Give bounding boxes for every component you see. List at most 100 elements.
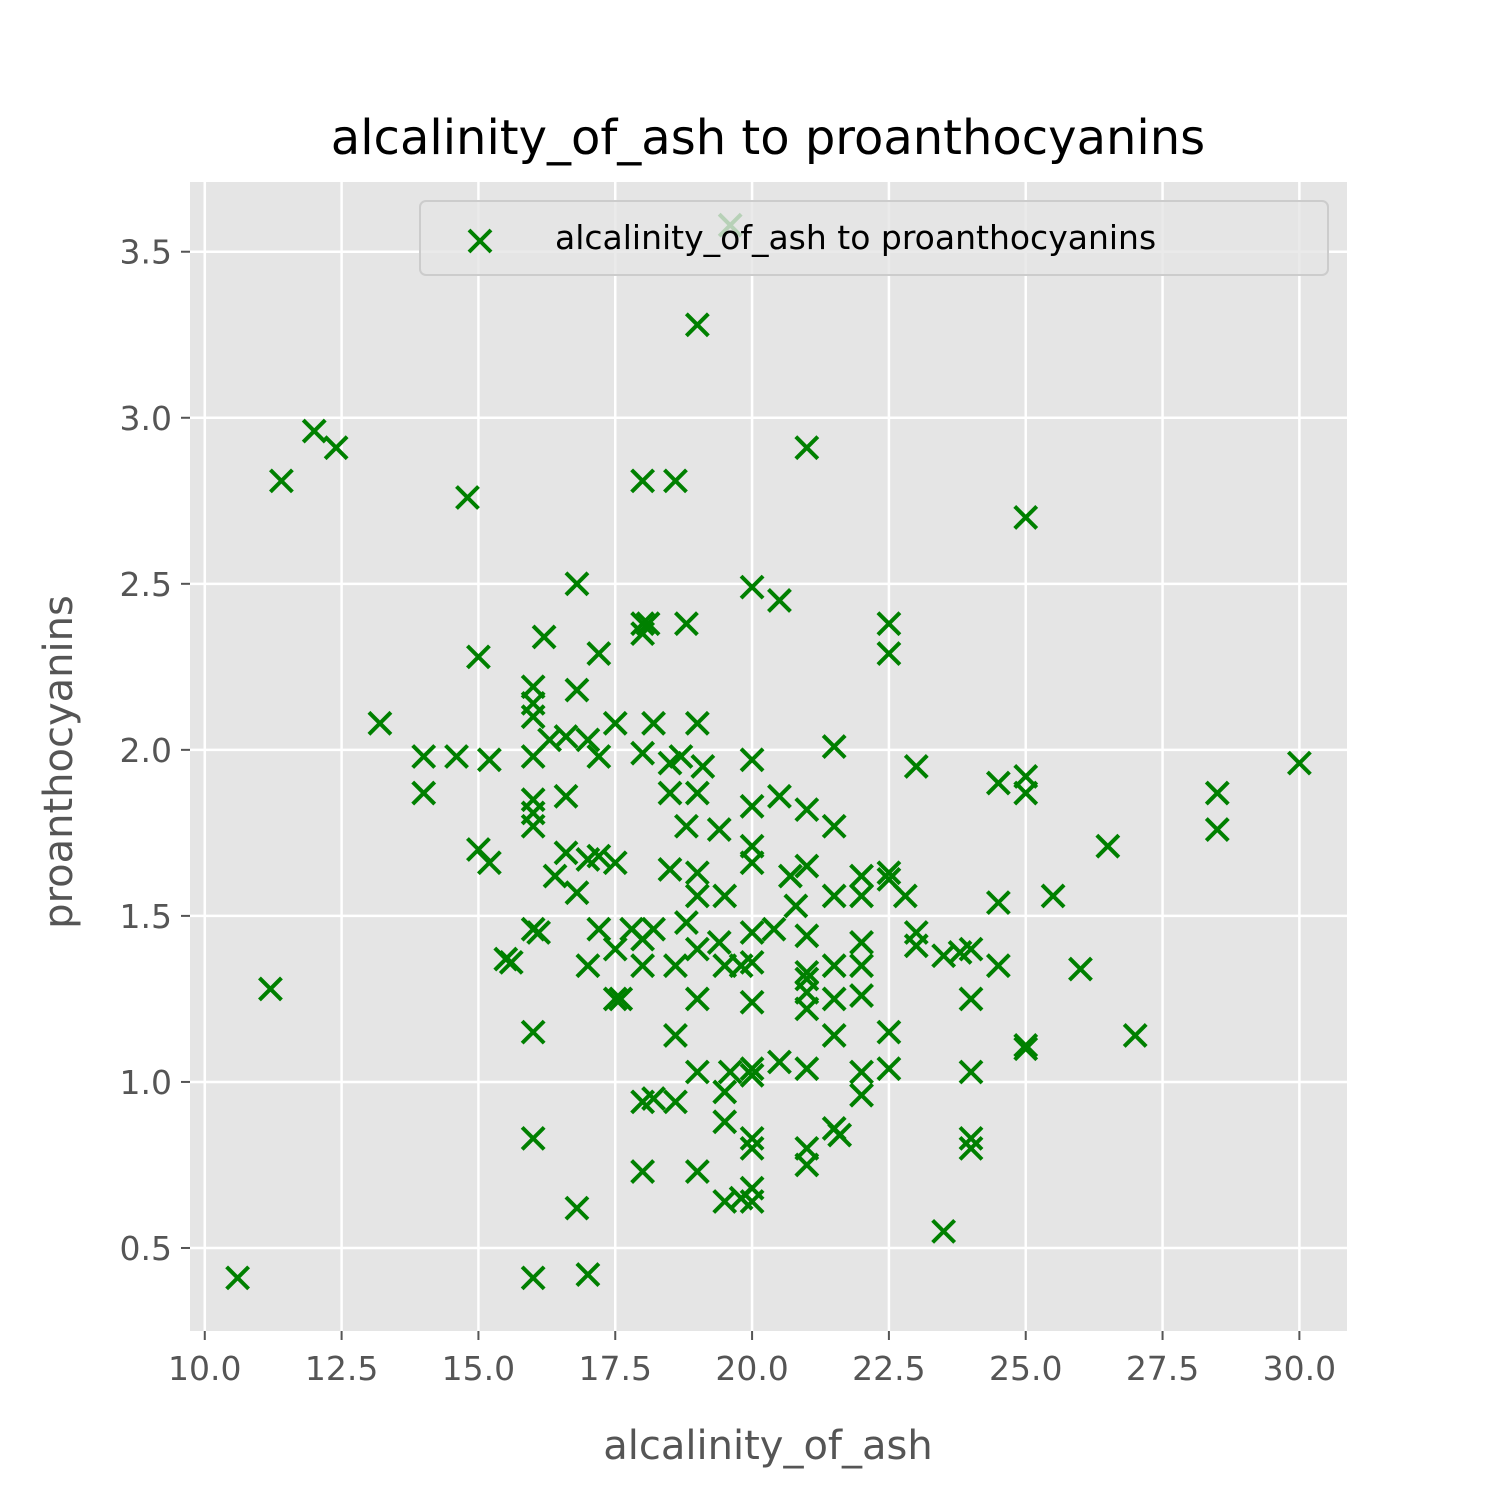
y-tick-label: 3.5 — [120, 233, 172, 272]
data-point — [849, 1059, 874, 1085]
data-point — [673, 611, 699, 637]
data-point — [903, 933, 929, 959]
x-tick-label: 10.0 — [168, 1349, 241, 1388]
data-point — [1013, 1032, 1039, 1058]
data-point — [821, 953, 847, 979]
data-point — [931, 1218, 957, 1244]
data-point — [712, 1079, 738, 1105]
data-point — [684, 710, 710, 736]
y-tick-label: 0.5 — [120, 1229, 172, 1268]
data-point — [794, 923, 820, 949]
data-point — [849, 953, 874, 979]
data-point — [575, 953, 601, 979]
data-point — [739, 1189, 765, 1214]
data-point — [1095, 833, 1121, 859]
y-tick-label: 1.0 — [120, 1063, 172, 1102]
data-point — [526, 920, 552, 945]
data-point — [564, 880, 590, 906]
data-point — [663, 1023, 688, 1048]
data-point — [586, 641, 612, 666]
data-point — [630, 953, 656, 979]
data-point — [684, 860, 710, 886]
data-point — [985, 953, 1011, 979]
data-point — [444, 744, 469, 769]
data-point — [673, 813, 699, 839]
data-point — [657, 780, 683, 806]
data-point — [794, 797, 820, 823]
data-point — [564, 571, 590, 597]
data-point — [411, 744, 437, 769]
data-point — [876, 641, 902, 666]
data-point — [821, 734, 847, 759]
data-point — [794, 1056, 820, 1082]
x-tick-label: 22.5 — [852, 1349, 925, 1388]
y-tick-label: 2.5 — [120, 565, 172, 604]
x-tick-label: 15.0 — [442, 1349, 515, 1388]
data-point — [849, 863, 874, 889]
data-point — [1286, 750, 1312, 776]
legend-label: alcalinity_of_ash to proanthocyanins — [555, 218, 1156, 257]
data-point — [641, 916, 666, 942]
data-point — [608, 986, 634, 1012]
data-point — [466, 644, 491, 670]
data-point — [258, 976, 283, 1002]
data-point — [690, 754, 716, 779]
data-point — [849, 983, 874, 1009]
x-tick-label: 20.0 — [715, 1349, 788, 1388]
data-point — [717, 1059, 743, 1085]
data-point — [684, 1059, 710, 1085]
data-point — [602, 936, 628, 962]
data-point — [531, 624, 557, 650]
data-point — [1040, 883, 1066, 909]
data-point — [958, 1059, 984, 1085]
data-point — [761, 916, 787, 942]
data-point — [794, 853, 820, 879]
data-point — [958, 1125, 984, 1151]
data-point — [673, 910, 699, 935]
data-point — [849, 883, 874, 909]
data-point — [821, 813, 847, 839]
data-point — [876, 611, 902, 637]
data-point — [767, 588, 792, 613]
data-point — [903, 754, 929, 779]
y-tick-label: 3.0 — [120, 399, 172, 438]
data-point — [657, 750, 683, 776]
data-point — [663, 1089, 688, 1115]
data-point — [323, 435, 349, 461]
data-point — [553, 783, 579, 809]
data-point — [476, 747, 502, 773]
data-point — [1013, 780, 1039, 806]
data-point — [821, 986, 847, 1012]
data-point — [520, 704, 546, 730]
data-point — [712, 883, 738, 909]
data-point — [630, 740, 656, 766]
data-point — [641, 1086, 666, 1111]
y-tick-label: 2.0 — [120, 731, 172, 770]
data-point — [575, 727, 601, 753]
data-point — [821, 1023, 847, 1048]
data-point — [739, 850, 765, 876]
legend: alcalinity_of_ash to proanthocyanins — [419, 200, 1329, 276]
data-point — [411, 780, 437, 806]
data-point — [1122, 1023, 1148, 1048]
data-point — [739, 747, 765, 773]
data-point — [794, 435, 820, 461]
data-point — [958, 1135, 984, 1161]
data-point — [553, 840, 579, 866]
data-point — [602, 850, 628, 876]
data-point — [1013, 504, 1039, 530]
data-point — [1068, 956, 1093, 982]
data-point — [553, 724, 579, 749]
data-point — [630, 611, 656, 637]
data-point — [684, 883, 710, 909]
data-point — [268, 468, 294, 494]
data-point — [985, 890, 1011, 916]
data-point — [827, 1122, 853, 1148]
x-axis-label: alcalinity_of_ash — [603, 1423, 932, 1469]
data-point — [849, 1082, 874, 1108]
data-point — [767, 1049, 792, 1075]
data-point — [225, 1265, 251, 1291]
x-tick-label: 25.0 — [989, 1349, 1062, 1388]
data-point — [849, 930, 874, 955]
data-point — [706, 817, 732, 842]
